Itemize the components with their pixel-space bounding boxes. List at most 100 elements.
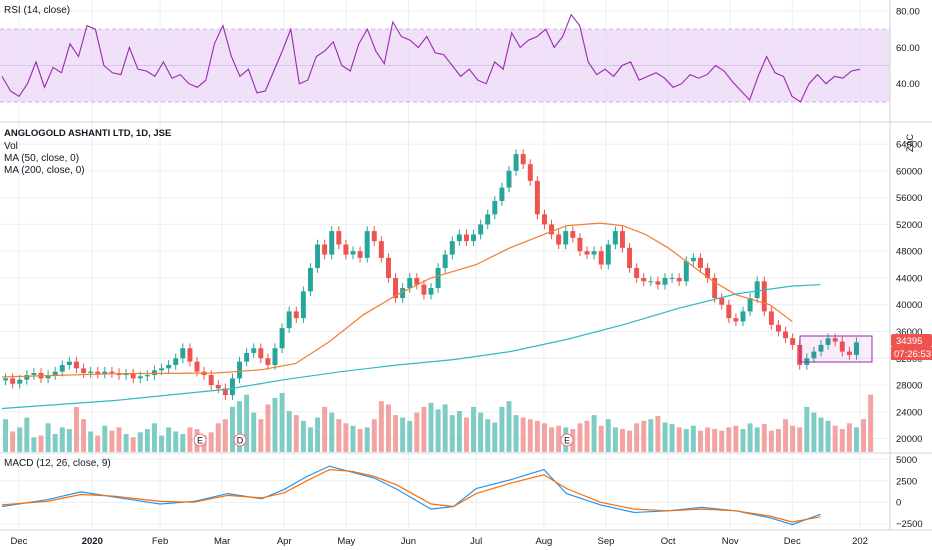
volume-bar xyxy=(393,415,399,452)
event-marker xyxy=(560,433,574,447)
volume-bar xyxy=(449,415,455,452)
candle-body xyxy=(740,311,746,322)
candle-body xyxy=(492,200,498,215)
candle-body xyxy=(3,378,9,381)
rsi-axis[interactable]: 80.00 60.00 40.00 xyxy=(896,7,920,91)
volume-bar xyxy=(208,432,214,452)
ma50-legend[interactable]: MA (50, close, 0) xyxy=(4,153,79,164)
vol-legend[interactable]: Vol xyxy=(4,141,18,152)
price-axis[interactable]: 64000 60000 56000 52000 48000 44000 40000 36000… xyxy=(896,140,922,446)
candle-body xyxy=(279,328,285,349)
candle-body xyxy=(95,371,101,374)
volume-bar xyxy=(144,429,150,452)
candle-body xyxy=(144,375,150,377)
candle-body xyxy=(272,348,278,365)
volume-bar xyxy=(159,435,165,452)
volume-bar xyxy=(442,404,448,452)
volume-bar xyxy=(38,435,44,452)
volume-bar xyxy=(726,427,732,452)
volume-bar xyxy=(45,423,51,452)
volume-bar xyxy=(229,406,235,452)
volume-bar xyxy=(747,423,753,452)
candle-body xyxy=(17,379,23,384)
candle-body xyxy=(315,244,321,268)
volume-bar xyxy=(591,415,597,452)
time-tick-label: Mar xyxy=(214,536,230,547)
candle-body xyxy=(747,298,753,312)
candle-body xyxy=(10,378,16,384)
candle-body xyxy=(45,375,51,379)
macd-legend[interactable]: MACD (12, 26, close, 9) xyxy=(4,458,111,469)
candle-body xyxy=(357,251,363,258)
volume-bar xyxy=(506,401,512,452)
volume-bar xyxy=(329,412,335,452)
candle-body xyxy=(73,361,79,369)
candle-body xyxy=(719,298,725,305)
volume-bar xyxy=(428,402,434,452)
candle-body xyxy=(307,267,313,292)
rsi-band xyxy=(0,29,890,102)
macd-line xyxy=(1,465,821,526)
volume-bar xyxy=(719,430,725,452)
volume-bar xyxy=(619,429,625,452)
candle-body xyxy=(137,376,143,379)
candle-body xyxy=(825,338,831,345)
macd-axis[interactable]: 5000 2500 0 −2500 xyxy=(896,455,923,530)
time-axis[interactable]: Dec 2020 Feb Mar Apr May Jun Jul Aug Sep Oct Nov Dec… xyxy=(10,536,867,547)
candle-body xyxy=(123,373,129,376)
volume-bar xyxy=(109,430,115,452)
volume-bar xyxy=(435,409,441,452)
volume-bar xyxy=(520,417,526,452)
volume-bar xyxy=(279,392,285,452)
time-tick-label: Aug xyxy=(535,536,552,547)
range-box[interactable] xyxy=(799,335,873,363)
event-marker xyxy=(233,433,247,447)
candle-body xyxy=(634,267,640,278)
volume-bar xyxy=(598,425,604,452)
candle-body xyxy=(102,371,108,374)
candle-body xyxy=(648,281,654,283)
candle-body xyxy=(563,231,569,245)
ma200-legend[interactable]: MA (200, close, 0) xyxy=(4,165,85,176)
symbol-legend[interactable]: ANGLOGOLD ASHANTI LTD, 1D, JSE xyxy=(4,128,171,139)
volume-bar xyxy=(513,415,519,452)
volume-bar xyxy=(605,419,611,452)
candle-body xyxy=(676,277,682,282)
volume-bar xyxy=(293,415,299,452)
volume-bar xyxy=(237,401,243,452)
time-tick-label: Jul xyxy=(470,536,482,547)
candle-body xyxy=(839,341,845,352)
candle-body xyxy=(790,338,796,345)
candle-body xyxy=(853,342,859,355)
event-marker-label: E xyxy=(564,436,570,446)
countdown-value: 07:26:53 xyxy=(894,349,931,360)
candle-body xyxy=(690,257,696,262)
candle-body xyxy=(407,277,413,288)
volume-bar xyxy=(818,417,824,452)
candle-body xyxy=(88,371,94,374)
candle-body xyxy=(350,251,356,255)
rsi-legend[interactable]: RSI (14, close) xyxy=(4,5,70,16)
volume-bar xyxy=(797,427,803,452)
candle-body xyxy=(31,373,37,376)
volume-bar xyxy=(286,411,292,452)
candle-body xyxy=(527,164,533,181)
volume-bar xyxy=(116,427,122,452)
candle-body xyxy=(194,361,200,372)
volume-bar xyxy=(17,427,23,452)
ma50-line xyxy=(1,222,793,378)
signal-line xyxy=(1,468,821,523)
volume-bar xyxy=(414,412,420,452)
volume-bar xyxy=(541,423,547,452)
volume-bar xyxy=(357,429,363,452)
axis-tick-label: 44000 xyxy=(896,273,922,284)
volume-bar xyxy=(804,406,810,452)
candle-body xyxy=(556,234,562,245)
axis-tick-label: 20000 xyxy=(896,434,922,445)
candle-body xyxy=(166,364,172,369)
candle-body xyxy=(414,277,420,285)
candle-body xyxy=(421,284,427,295)
time-tick-label: May xyxy=(337,536,355,547)
volume-bar xyxy=(733,425,739,452)
